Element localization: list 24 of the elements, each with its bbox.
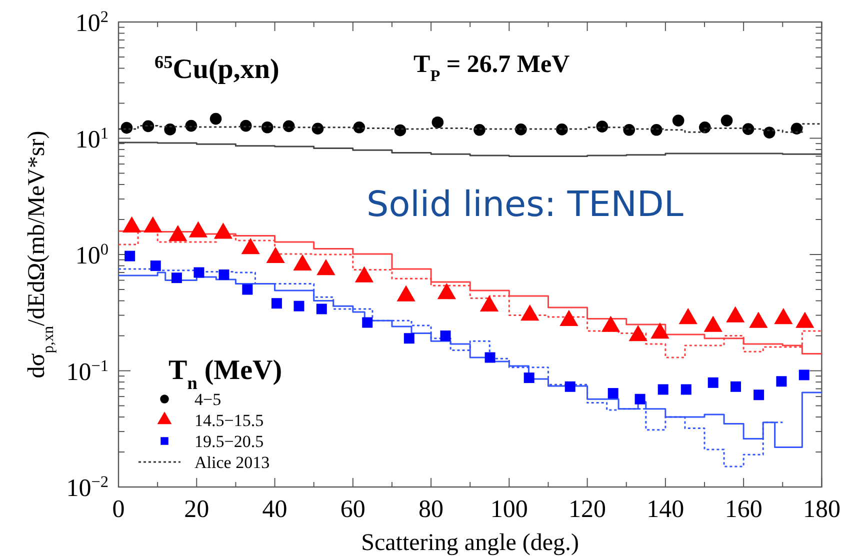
x-tick-label: 60: [340, 496, 366, 523]
x-tick-label: 120: [568, 496, 606, 523]
y-tick-label: 10$^{0}$: [75, 240, 108, 270]
legend-title: T$_{n}$ (MeV): [168, 355, 282, 393]
legend-label: 19.5−20.5: [194, 432, 264, 451]
text: $^{65}$Cu(p,xn): [154, 52, 280, 85]
legend-label: 14.5−15.5: [194, 411, 264, 430]
x-tick-label: 40: [262, 496, 288, 523]
y-tick-label: 10$^{1}$: [75, 124, 108, 154]
x-tick-label: 180: [802, 496, 840, 523]
y-tick-label: 10$^{2}$: [75, 8, 108, 37]
y-tick-label: 10$^{−1}$: [66, 356, 108, 386]
x-tick-label: 160: [724, 496, 762, 523]
x-tick-label: 0: [112, 496, 125, 523]
x-tick-label: 100: [490, 496, 528, 523]
text: T$_{P}$ = 26.7 MeV: [414, 51, 570, 85]
x-tick-label: 140: [646, 496, 684, 523]
legend-label: Alice 2013: [194, 453, 270, 472]
annotation: Solid lines: TENDL: [366, 185, 684, 225]
legend-label: 4−5: [194, 390, 222, 409]
x-tick-label: 80: [418, 496, 444, 523]
y-tick-label: 10$^{−2}$: [66, 473, 108, 502]
x-tick-label: 20: [184, 496, 210, 523]
x-axis-title: Scattering angle (deg.): [361, 530, 580, 556]
